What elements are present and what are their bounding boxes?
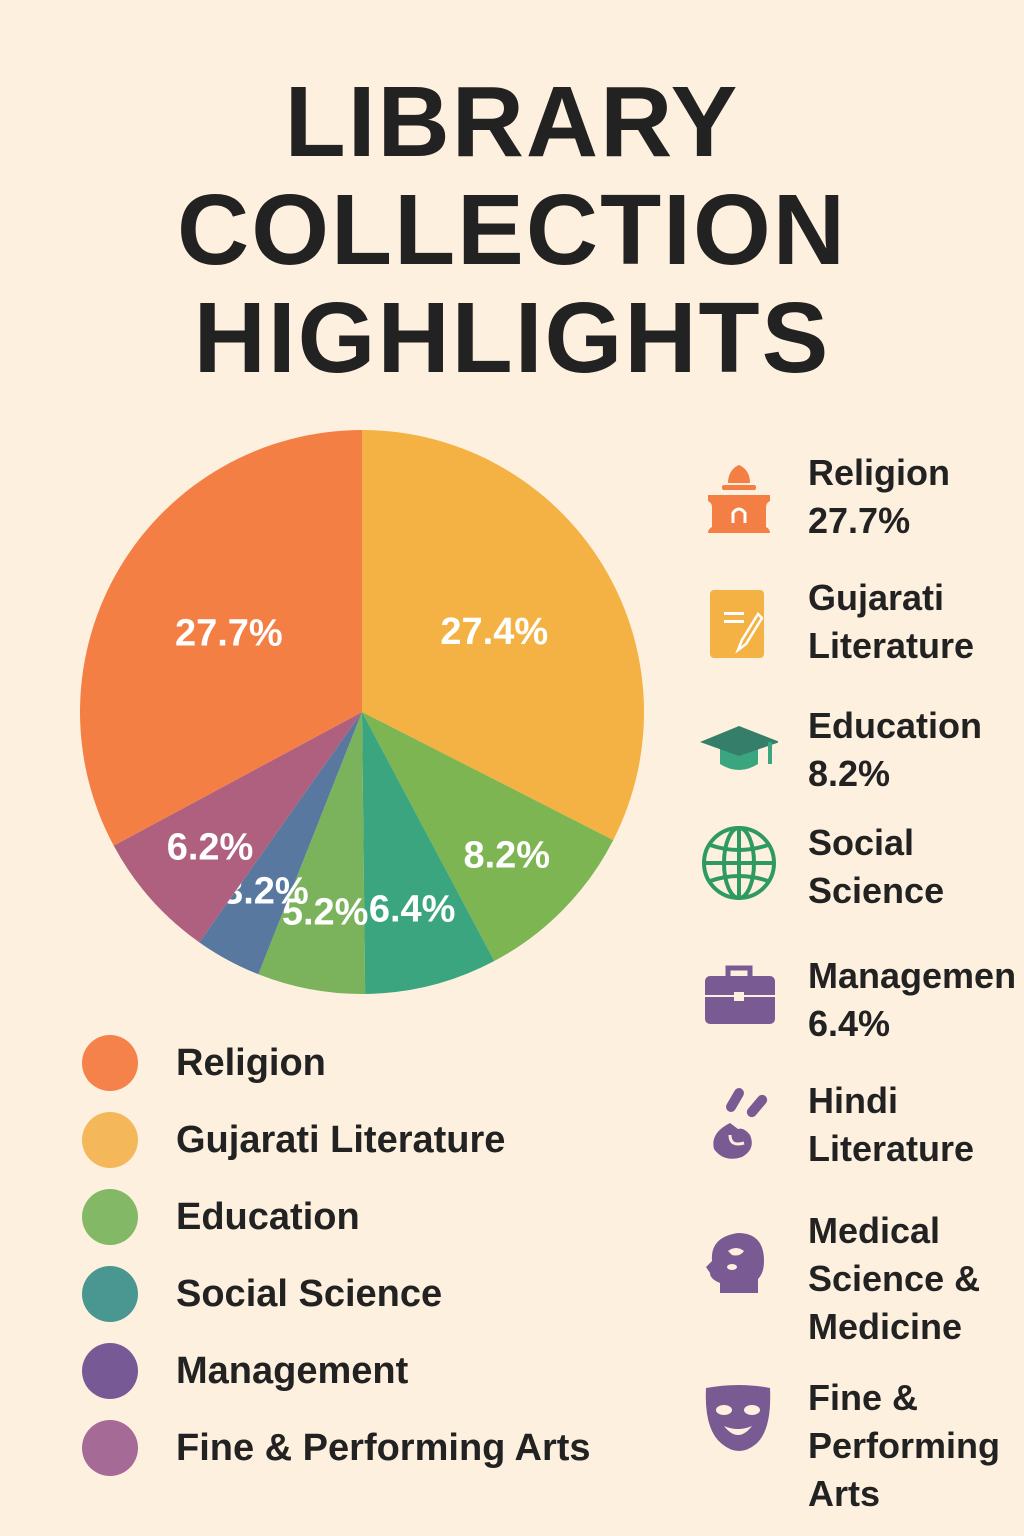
graduation-cap-icon <box>700 712 780 790</box>
pie-slice <box>199 712 362 975</box>
category-text-line: Medical <box>808 1210 941 1251</box>
category-text-line: Science & <box>808 1258 981 1299</box>
pie-slice <box>362 712 495 994</box>
category-text-line: Performing <box>808 1425 1001 1466</box>
pie-data-label: 27.4% <box>440 611 548 653</box>
category-text: Fine & Performing Arts <box>808 1374 1000 1518</box>
legend-label: Education <box>176 1195 360 1238</box>
legend-swatch <box>82 1035 138 1091</box>
theater-mask-icon <box>700 1380 778 1458</box>
category-text-line: Managemen <box>808 955 1017 996</box>
legend-item: Management <box>82 1343 408 1399</box>
legend-item: Gujarati Literature <box>82 1112 505 1168</box>
document-pencil-icon <box>700 584 778 662</box>
category-text: Hindi Literature <box>808 1077 974 1173</box>
category-text: Medical Science & Medicine <box>808 1207 980 1351</box>
category-text-line: Hindi <box>808 1080 898 1121</box>
category-text: Religion 27.7% <box>808 449 950 545</box>
category-text: Education 8.2% <box>808 702 982 798</box>
category-text-line: Literature <box>808 625 975 666</box>
globe-icon <box>700 823 778 901</box>
pie-slice <box>113 712 363 943</box>
pie-slice <box>362 430 644 841</box>
legend-swatch <box>82 1112 138 1168</box>
category-text-line: Education <box>808 705 983 746</box>
hindi-script-icon <box>700 1083 778 1161</box>
category-text-line: Arts <box>808 1473 881 1514</box>
legend-label: Management <box>176 1349 409 1392</box>
legend-item: Religion <box>82 1035 326 1091</box>
pie-data-label: 6.4% <box>369 889 456 931</box>
category-text: Managemen 6.4% <box>808 952 1016 1048</box>
category-text-line: Gujarati <box>808 577 945 618</box>
pie-chart: 27.4%8.2%6.4%5.2%3.2%6.2%27.7% <box>79 430 644 994</box>
category-text-line: Medicine <box>808 1306 963 1347</box>
legend-swatch <box>82 1420 138 1476</box>
title-line-1: LIBRARY <box>284 66 740 178</box>
pie-data-label: 5.2% <box>282 892 369 934</box>
pie-slice <box>79 430 363 846</box>
temple-icon <box>700 455 778 533</box>
category-text-line: Literature <box>808 1128 975 1169</box>
pie-data-label: 27.7% <box>175 612 283 654</box>
category-text-line: Fine & <box>808 1377 919 1418</box>
legend-label: Fine & Performing Arts <box>176 1426 591 1469</box>
category-text-line: Religion <box>808 452 950 493</box>
legend-item: Fine & Performing Arts <box>82 1420 591 1476</box>
pie-slice <box>362 712 614 962</box>
category-text-line: 8.2% <box>808 753 891 794</box>
briefcase-icon <box>700 958 778 1036</box>
legend-swatch <box>82 1189 138 1245</box>
legend-item: Education <box>82 1189 360 1245</box>
category-text-line: 27.7% <box>808 500 911 541</box>
legend-label: Gujarati Literature <box>176 1118 506 1161</box>
title-line-3: HIGHLIGHTS <box>193 282 831 394</box>
title-line-2: COLLECTION <box>177 174 847 286</box>
legend-swatch <box>82 1343 138 1399</box>
category-text: Social Science <box>808 819 944 915</box>
category-text-line: Science <box>808 870 945 911</box>
legend-item: Social Science <box>82 1266 442 1322</box>
pie-slice <box>258 712 366 994</box>
legend-label: Religion <box>176 1041 326 1084</box>
legend-swatch <box>82 1266 138 1322</box>
pie-data-label: 8.2% <box>463 834 550 876</box>
category-text-line: 6.4% <box>808 1003 891 1044</box>
category-text-line: Social <box>808 822 915 863</box>
category-text: Gujarati Literature <box>808 574 974 670</box>
head-brain-icon <box>700 1223 778 1301</box>
legend-label: Social Science <box>176 1272 443 1315</box>
pie-data-label: 6.2% <box>167 827 254 869</box>
